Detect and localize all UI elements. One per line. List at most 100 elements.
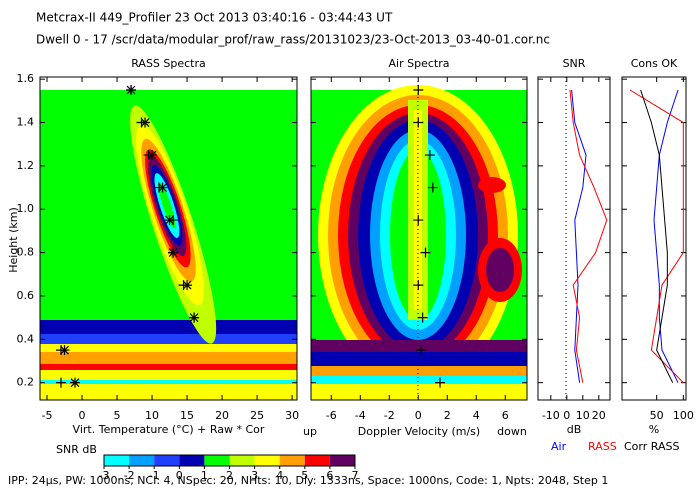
colorbar-cell [104,455,130,466]
colorbar-cell [129,455,155,466]
air-contours [311,85,527,400]
x-axis-label: Virt. Temperature (°C) + Raw * Cor [73,423,265,436]
x-tick-label: -5 [42,409,53,422]
x-tick-label: -4 [355,409,366,422]
y-axis-label: Height (km) [7,207,20,273]
note-up: up [303,425,317,438]
marker [189,312,200,323]
marker [435,377,446,388]
x-tick-label: 50 [650,409,664,422]
y-tick-label: 1.4 [17,116,35,129]
marker [413,117,424,128]
y-tick-label: 0.4 [17,332,35,345]
x-axis-label: dB [567,423,582,436]
plot-frame [39,76,298,401]
marker [164,215,175,226]
x-axis-label: % [649,423,659,436]
x-axis-label: Doppler Velocity (m/s) [358,425,480,438]
colorbar-tick-label: -2 [124,469,135,482]
x-tick-label: 30 [285,409,299,422]
note-down: down [497,425,527,438]
plot-frame [621,76,687,401]
legend-air: Air [551,440,567,453]
profile-line [571,89,587,383]
colorbar-tick-label: 0 [176,469,183,482]
marker [126,85,137,96]
marker [59,345,70,356]
marker [417,312,428,323]
colorbar-tick-label: 7 [352,469,359,482]
legend-rass: RASS [588,440,617,453]
colorbar-tick-label: 4 [276,469,283,482]
x-tick-label: 6 [502,409,509,422]
footer: IPP: 24μs, PW: 1000ns, NCI: 4, NSpec: 20… [8,474,608,487]
colorbar-tick-label: -1 [149,469,160,482]
header-line1: Metcrax-II 449_Profiler 23 Oct 2013 03:4… [36,11,393,25]
colorbar-cell [279,455,305,466]
x-tick-label: -6 [326,409,337,422]
colorbar-frame [103,454,356,467]
colorbar-cell [204,455,230,466]
colorbar-tick-label: 6 [326,469,333,482]
colorbar-cell [329,455,355,466]
colorbar-label: SNR dB [56,443,97,456]
colorbar-cell [154,455,180,466]
x-tick-label: 20 [215,409,229,422]
marker [157,182,168,193]
colorbar-tick-label: -3 [99,469,110,482]
x-tick-label: -10 [542,409,560,422]
marker [424,150,435,161]
panel-title: SNR [563,57,586,70]
marker [427,182,438,193]
profile-line [629,89,684,384]
y-tick-label: 1.6 [17,72,35,85]
profile-line [653,89,679,383]
x-tick-label: 100 [673,409,694,422]
marker [147,150,158,161]
x-tick-label: 4 [473,409,480,422]
x-tick-label: -2 [384,409,395,422]
colorbar-tick-label: 5 [301,469,308,482]
marker [168,247,179,258]
profile-line [640,89,674,383]
marker [413,215,424,226]
colorbar-cell [179,455,205,466]
marker [140,117,151,128]
legend-corr-rass: Corr RASS [624,440,679,453]
plot-frame [310,76,528,401]
marker [182,280,193,291]
x-tick-label: 25 [250,409,264,422]
marker [413,280,424,291]
panel-title: RASS Spectra [131,57,206,70]
profile-line [569,89,608,383]
colorbar-cell [229,455,255,466]
marker [70,377,81,388]
x-tick-label: 0 [415,409,422,422]
y-tick-label: 0.6 [17,289,35,302]
x-tick-label: 20 [592,409,606,422]
marker [56,377,67,388]
marker [420,247,431,258]
colorbar-tick-label: 1 [201,469,208,482]
colorbar-tick-label: 2 [226,469,233,482]
plot-frame [537,76,611,401]
x-tick-label: 15 [180,409,194,422]
y-tick-label: 0.8 [17,246,35,259]
marker [416,345,427,356]
panel-title: Cons OK [631,57,678,70]
x-tick-label: 2 [444,409,451,422]
marker [413,85,424,96]
header-line2: Dwell 0 - 17 /scr/data/modular_prof/raw_… [36,33,550,47]
x-tick-label: 10 [145,409,159,422]
x-tick-label: 10 [576,409,590,422]
x-tick-label: 0 [79,409,86,422]
colorbar-cell [304,455,330,466]
colorbar-cell [254,455,280,466]
x-tick-label: 0 [563,409,570,422]
y-tick-label: 1.0 [17,202,35,215]
y-tick-label: 0.2 [17,376,35,389]
x-tick-label: 5 [114,409,121,422]
y-tick-label: 1.2 [17,159,35,172]
